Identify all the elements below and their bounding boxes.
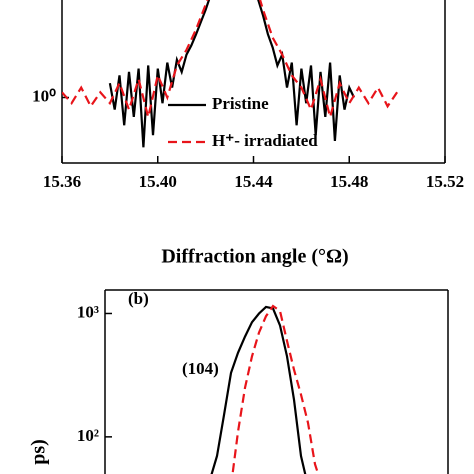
annotation: (b) <box>128 289 149 308</box>
plot-area <box>62 0 399 148</box>
x-tick-label: 15.52 <box>426 172 464 191</box>
y-tick-label: 10³ <box>77 302 99 321</box>
x-tick-label: 15.44 <box>234 172 273 191</box>
y-tick-label: 10⁰ <box>32 86 56 105</box>
x-tick-label: 15.48 <box>330 172 368 191</box>
line-series <box>210 305 307 474</box>
line-series <box>62 0 399 122</box>
y-tick-label: 10² <box>77 426 99 445</box>
annotation: (104) <box>182 359 219 378</box>
legend-label: Pristine <box>212 94 269 113</box>
x-axis-label: Diffraction angle (°Ω) <box>161 246 348 268</box>
plot-area <box>210 304 320 474</box>
x-tick-label: 15.40 <box>139 172 177 191</box>
legend-label: H⁺- irradiated <box>212 131 318 150</box>
line-series <box>108 0 355 148</box>
x-tick-label: 15.36 <box>43 172 81 191</box>
line-series <box>231 304 320 474</box>
y-axis-label: ps) <box>28 439 50 465</box>
